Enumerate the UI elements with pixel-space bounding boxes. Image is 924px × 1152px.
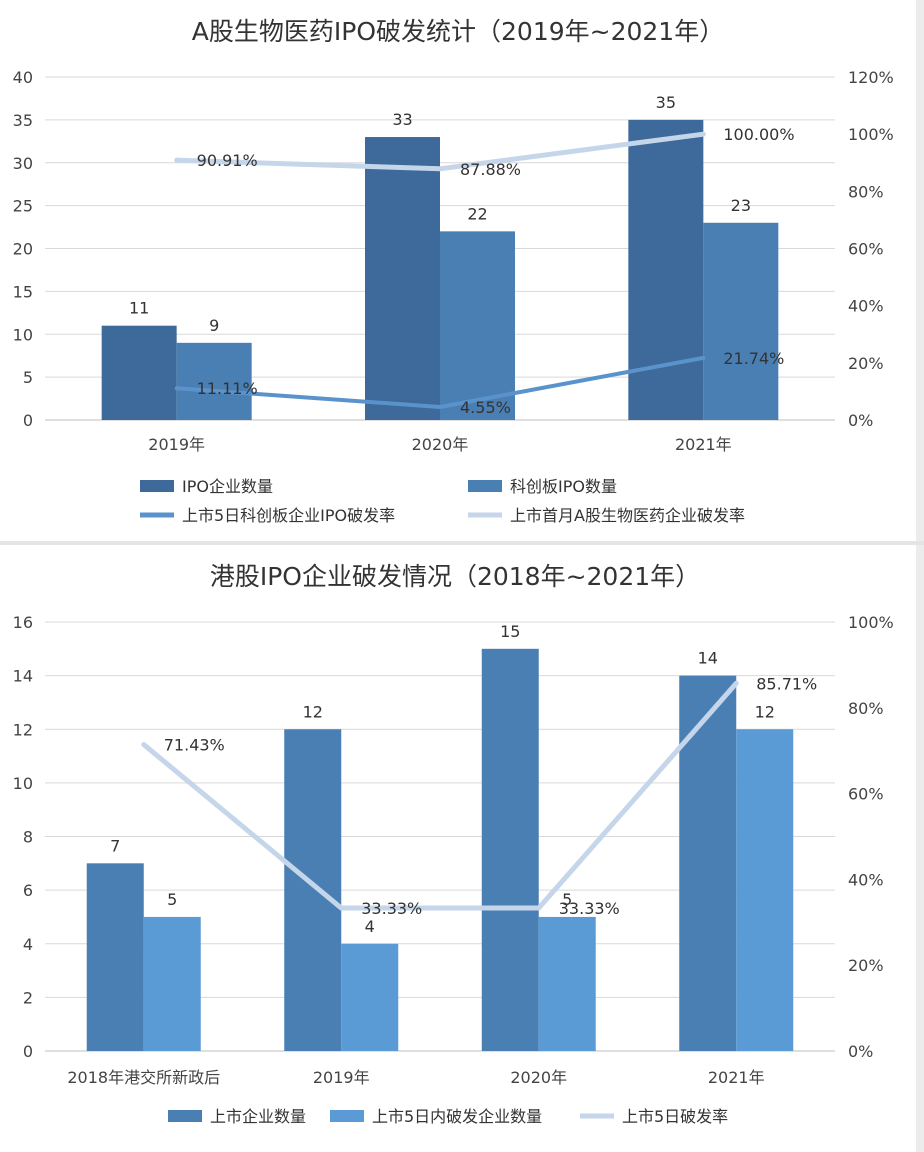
bar-data-label: 7 <box>110 836 120 855</box>
line-data-label: 100.00% <box>723 125 794 144</box>
bar-data-label: 11 <box>129 299 149 318</box>
bar <box>86 863 144 1051</box>
legend-label: 上市企业数量 <box>210 1107 306 1126</box>
bar <box>440 231 515 420</box>
legend-label: 上市5日科创板企业IPO破发率 <box>182 506 395 525</box>
bar <box>101 325 177 420</box>
bar-data-label: 22 <box>467 204 487 223</box>
series-line <box>141 680 739 911</box>
y-tick-label: 30 <box>13 154 33 173</box>
legend-label: IPO企业数量 <box>182 477 273 496</box>
y2-tick-label: 0% <box>848 1042 873 1061</box>
legend-swatch <box>168 1110 202 1122</box>
y-tick-label: 10 <box>13 774 33 793</box>
panel-separator <box>0 541 924 545</box>
line-data-label: 71.43% <box>164 736 225 755</box>
line-data-label: 87.88% <box>460 160 521 179</box>
y2-tick-label: 0% <box>848 411 873 430</box>
line-data-label: 33.33% <box>361 899 422 918</box>
y-tick-label: 4 <box>23 935 33 954</box>
y-tick-label: 15 <box>13 282 33 301</box>
y2-tick-label: 40% <box>848 870 884 889</box>
y-tick-label: 5 <box>23 368 33 387</box>
window-edge <box>915 0 924 1152</box>
bar <box>679 675 737 1051</box>
bar-data-label: 4 <box>365 917 375 936</box>
chart-panel-a-share: A股生物医药IPO破发统计（2019年~2021年） 0 5 10 15 20 25 30 3… <box>0 0 916 542</box>
line-data-label: 21.74% <box>723 349 784 368</box>
bar <box>736 729 794 1051</box>
y-tick-label: 0 <box>23 1042 33 1061</box>
y-tick-label: 0 <box>23 411 33 430</box>
y2-tick-label: 20% <box>848 956 884 975</box>
legend-label: 上市5日内破发企业数量 <box>372 1107 542 1126</box>
bar <box>341 943 399 1051</box>
chart-hk-svg: 港股IPO企业破发情况（2018年~2021年） 0 2 4 6 8 10 12 14 16 0%… <box>13 562 894 1126</box>
bar <box>365 137 440 420</box>
bar-data-label: 14 <box>698 649 718 668</box>
bar-data-label: 35 <box>656 93 676 112</box>
chart-panel-hk: 港股IPO企业破发情况（2018年~2021年） 0 2 4 6 8 10 12 14 16 0%… <box>0 545 916 1152</box>
legend-label: 上市5日破发率 <box>622 1107 728 1126</box>
bar-data-label: 9 <box>209 316 219 335</box>
y-tick-label: 25 <box>13 197 33 216</box>
x-tick-label: 2021年 <box>675 435 732 454</box>
chart-title: A股生物医药IPO破发统计（2019年~2021年） <box>192 17 724 46</box>
bar <box>628 119 704 420</box>
bar-data-label: 23 <box>731 196 751 215</box>
y2-tick-label: 20% <box>848 354 884 373</box>
bar-data-label: 12 <box>755 702 775 721</box>
x-tick-label: 2018年港交所新政后 <box>67 1068 220 1087</box>
y2-tick-label: 100% <box>848 613 894 632</box>
bar-data-label: 12 <box>303 702 323 721</box>
y2-tick-label: 80% <box>848 699 884 718</box>
y2-tick-label: 80% <box>848 182 884 201</box>
bar <box>176 342 252 420</box>
y2-tick-label: 60% <box>848 785 884 804</box>
bar <box>703 222 779 420</box>
y-tick-label: 35 <box>13 111 33 130</box>
line-data-label: 90.91% <box>197 151 258 170</box>
x-tick-label: 2020年 <box>510 1068 567 1087</box>
chart-title: 港股IPO企业破发情况（2018年~2021年） <box>210 562 700 591</box>
bar <box>481 648 539 1051</box>
legend-swatch <box>140 480 174 492</box>
bar-data-label: 33 <box>392 110 412 129</box>
y-tick-label: 12 <box>13 720 33 739</box>
x-tick-label: 2021年 <box>708 1068 765 1087</box>
x-tick-label: 2020年 <box>412 435 469 454</box>
y2-tick-label: 40% <box>848 297 884 316</box>
line-data-label: 4.55% <box>460 398 511 417</box>
bar-data-label: 5 <box>167 890 177 909</box>
x-tick-label: 2019年 <box>313 1068 370 1087</box>
legend-swatch <box>330 1110 364 1122</box>
bar-data-label: 5 <box>562 890 572 909</box>
x-tick-label: 2019年 <box>148 435 205 454</box>
y-tick-label: 10 <box>13 325 33 344</box>
legend-label: 上市首月A股生物医药企业破发率 <box>510 506 745 525</box>
y2-tick-label: 60% <box>848 240 884 259</box>
chart-a-share-svg: A股生物医药IPO破发统计（2019年~2021年） 0 5 10 15 20 25 30 3… <box>13 17 894 525</box>
legend-swatch <box>468 480 502 492</box>
legend-label: 科创板IPO数量 <box>510 477 617 496</box>
y-tick-label: 16 <box>13 613 33 632</box>
y-tick-label: 2 <box>23 988 33 1007</box>
line-data-label: 11.11% <box>197 379 258 398</box>
y-tick-label: 20 <box>13 240 33 259</box>
bar <box>143 916 201 1051</box>
bar <box>538 916 596 1051</box>
y-tick-label: 14 <box>13 667 33 686</box>
y2-tick-label: 120% <box>848 68 894 87</box>
y-tick-label: 8 <box>23 828 33 847</box>
y-tick-label: 6 <box>23 881 33 900</box>
line-data-label: 33.33% <box>559 899 620 918</box>
bar-data-label: 15 <box>500 622 520 641</box>
y-tick-label: 40 <box>13 68 33 87</box>
y2-tick-label: 100% <box>848 125 894 144</box>
line-data-label: 85.71% <box>756 674 817 693</box>
bar <box>284 729 342 1051</box>
